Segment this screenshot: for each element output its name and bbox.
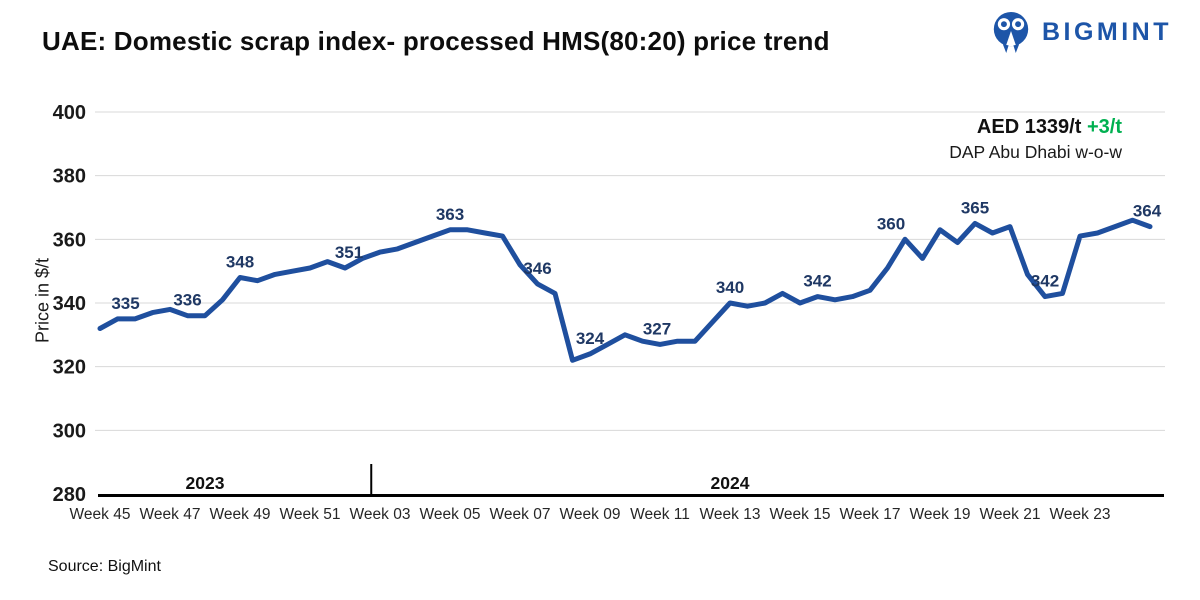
data-label-25: 346 bbox=[523, 259, 551, 278]
price-change-badge: +3/t bbox=[1086, 116, 1122, 138]
y-tick-300: 300 bbox=[53, 420, 86, 442]
data-label-8: 348 bbox=[226, 253, 254, 272]
x-tick-week-11: Week 11 bbox=[630, 506, 690, 523]
y-tick-380: 380 bbox=[53, 166, 86, 188]
latest-price-annotation: AED 1339/t +3/t DAP Abu Dhabi w-o-w bbox=[949, 115, 1122, 165]
x-tick-week-17: Week 17 bbox=[840, 506, 901, 523]
data-label-28: 324 bbox=[576, 329, 605, 348]
data-label-54: 342 bbox=[1031, 272, 1059, 291]
year-label-2023: 2023 bbox=[186, 473, 225, 493]
x-tick-week-03: Week 03 bbox=[350, 506, 411, 523]
x-tick-week-51: Week 51 bbox=[280, 506, 341, 523]
bigmint-logo: BIGMINT bbox=[990, 10, 1172, 54]
year-label-2024: 2024 bbox=[711, 473, 750, 493]
data-label-5: 336 bbox=[173, 291, 201, 310]
y-tick-340: 340 bbox=[53, 293, 86, 315]
y-tick-320: 320 bbox=[53, 357, 86, 379]
y-tick-280: 280 bbox=[53, 484, 86, 506]
data-label-50: 365 bbox=[961, 198, 989, 217]
price-line-series bbox=[97, 217, 1153, 363]
data-label-14: 351 bbox=[335, 243, 363, 262]
data-label-1: 335 bbox=[111, 294, 139, 313]
data-label-60: 364 bbox=[1133, 202, 1162, 221]
x-tick-week-45: Week 45 bbox=[70, 506, 131, 523]
bigmint-logo-wordmark: BIGMINT bbox=[1041, 17, 1172, 46]
x-tick-week-23: Week 23 bbox=[1050, 506, 1111, 523]
y-tick-360: 360 bbox=[53, 229, 86, 251]
data-label-20: 363 bbox=[436, 205, 464, 224]
x-tick-week-19: Week 19 bbox=[910, 506, 971, 523]
latest-price-value: AED 1339/t bbox=[976, 116, 1082, 138]
x-tick-week-15: Week 15 bbox=[770, 506, 831, 523]
x-tick-week-09: Week 09 bbox=[560, 506, 621, 523]
source-caption: Source: BigMint bbox=[48, 558, 161, 575]
x-tick-week-49: Week 49 bbox=[210, 506, 271, 523]
x-tick-week-47: Week 47 bbox=[140, 506, 201, 523]
price-basis-label: DAP Abu Dhabi w-o-w bbox=[949, 142, 1122, 162]
data-label-46: 360 bbox=[877, 214, 905, 233]
data-label-36: 340 bbox=[716, 278, 744, 297]
y-tick-400: 400 bbox=[53, 102, 86, 124]
x-tick-week-05: Week 05 bbox=[420, 506, 481, 523]
x-tick-week-21: Week 21 bbox=[980, 506, 1041, 523]
x-tick-week-07: Week 07 bbox=[490, 506, 551, 523]
x-tick-week-13: Week 13 bbox=[700, 506, 761, 523]
bigmint-logo-icon bbox=[993, 11, 1029, 53]
page-title: UAE: Domestic scrap index- processed HMS… bbox=[42, 26, 830, 56]
data-label-32: 327 bbox=[643, 319, 671, 338]
data-label-41: 342 bbox=[803, 272, 831, 291]
